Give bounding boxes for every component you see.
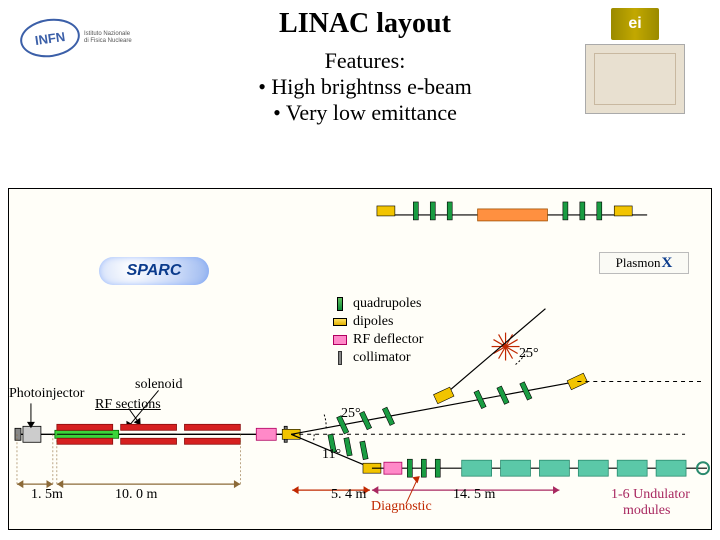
infn-sub1: Istituto Nazionale bbox=[84, 31, 132, 38]
sparc-logo: SPARC bbox=[99, 257, 209, 285]
legend-coll: collimator bbox=[333, 349, 423, 367]
legend-coll-label: collimator bbox=[353, 350, 411, 367]
infn-logo: INFN Istituto Nazionale di Fisica Nuclea… bbox=[20, 8, 160, 68]
solenoid-label: solenoid bbox=[135, 377, 182, 393]
diagnostic-label: Diagnostic bbox=[371, 499, 432, 515]
undulator-label-1: 1-6 Undulator bbox=[611, 487, 690, 503]
swatch-dip bbox=[333, 318, 347, 326]
legend-dip: dipoles bbox=[333, 313, 423, 331]
legend-rfd-label: RF deflector bbox=[353, 332, 423, 349]
plasmonx-x: X bbox=[661, 255, 672, 272]
length-2: 10. 0 m bbox=[115, 487, 157, 503]
angle-11: 11° bbox=[322, 447, 341, 463]
ei-logo: ei bbox=[611, 8, 659, 40]
swatch-rfd bbox=[333, 335, 347, 345]
legend-quad-label: quadrupoles bbox=[353, 296, 421, 313]
infn-subtext: Istituto Nazionale di Fisica Nucleare bbox=[84, 31, 132, 44]
legend: quadrupoles dipoles RF deflector collima… bbox=[333, 295, 423, 367]
undulator-label-2: modules bbox=[623, 503, 670, 519]
diagram: SPARC PlasmonX quadrupoles dipoles RF de… bbox=[8, 188, 712, 530]
legend-rfd: RF deflector bbox=[333, 331, 423, 349]
feature-0-text: High brightnss e-beam bbox=[271, 74, 471, 99]
rf-sections-label: RF sections bbox=[95, 397, 161, 413]
angle-25-lower: 25° bbox=[341, 406, 361, 422]
photoinjector-label: Photoinjector bbox=[9, 386, 84, 402]
length-1: 1. 5m bbox=[31, 487, 63, 503]
swatch-coll bbox=[338, 351, 342, 365]
feature-0: • High brightnss e-beam bbox=[160, 74, 570, 100]
old-map-logo bbox=[585, 44, 685, 114]
infn-oval: INFN bbox=[18, 15, 83, 61]
features-label: Features: bbox=[160, 48, 570, 74]
length-3: 5. 4 m bbox=[331, 487, 366, 503]
swatch-quad bbox=[337, 297, 343, 311]
feature-1-text: Very low emittance bbox=[286, 100, 457, 125]
legend-quad: quadrupoles bbox=[333, 295, 423, 313]
angle-25-upper: 25° bbox=[519, 346, 539, 362]
plasmonx-logo: PlasmonX bbox=[599, 252, 689, 274]
infn-sub2: di Fisica Nucleare bbox=[84, 38, 132, 45]
plasmonx-prefix: Plasmon bbox=[616, 255, 661, 271]
page-title: LINAC layout bbox=[160, 8, 570, 40]
length-4: 14. 5 m bbox=[453, 487, 495, 503]
legend-dip-label: dipoles bbox=[353, 314, 393, 331]
feature-1: • Very low emittance bbox=[160, 100, 570, 126]
